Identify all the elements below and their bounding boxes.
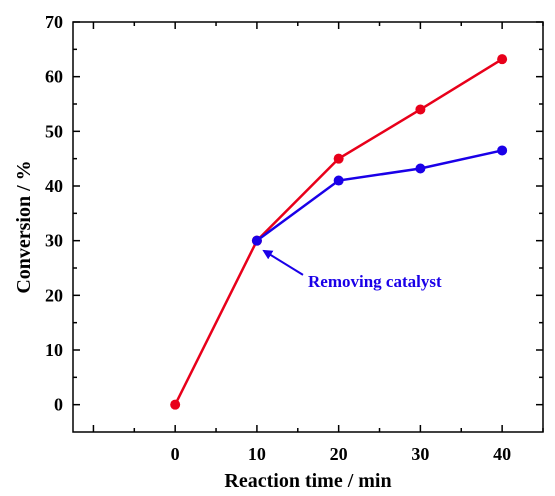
x-axis-title: Reaction time / min <box>224 470 391 492</box>
y-tick-label: 70 <box>45 12 63 32</box>
series-1-point <box>170 399 181 410</box>
series-2-point <box>333 175 344 186</box>
x-tick-label: 0 <box>171 444 180 464</box>
series-2-point <box>497 145 508 156</box>
y-tick-label: 60 <box>45 67 63 87</box>
y-tick-label: 20 <box>45 285 63 305</box>
annotation-label: Removing catalyst <box>308 272 442 291</box>
series-layer <box>170 54 508 410</box>
y-axis-ticks <box>73 21 543 406</box>
series-1-point <box>497 54 508 65</box>
y-tick-label: 0 <box>54 395 63 415</box>
series-2-point <box>251 235 262 246</box>
x-tick-label: 30 <box>411 444 429 464</box>
annotation-layer: Removing catalyst <box>262 249 442 291</box>
plot-frame <box>72 21 544 433</box>
series-1-point <box>415 104 426 115</box>
x-axis-ticks <box>92 22 544 432</box>
series-2-point <box>415 163 426 174</box>
x-axis-tick-labels: 0 10 20 30 40 <box>171 444 511 464</box>
x-tick-label: 40 <box>493 444 511 464</box>
series-1-line <box>174 58 503 406</box>
series-2-line <box>256 149 503 242</box>
x-tick-label: 20 <box>330 444 348 464</box>
y-tick-label: 50 <box>45 121 63 141</box>
y-tick-label: 40 <box>45 176 63 196</box>
annotation-arrow <box>262 249 304 276</box>
series-1-point <box>333 153 344 164</box>
y-axis-title: Conversion / % <box>13 160 35 293</box>
x-tick-label: 10 <box>248 444 266 464</box>
y-tick-label: 30 <box>45 231 63 251</box>
y-tick-label: 10 <box>45 340 63 360</box>
y-axis-tick-labels: 0 10 20 30 40 50 60 70 <box>45 12 63 415</box>
